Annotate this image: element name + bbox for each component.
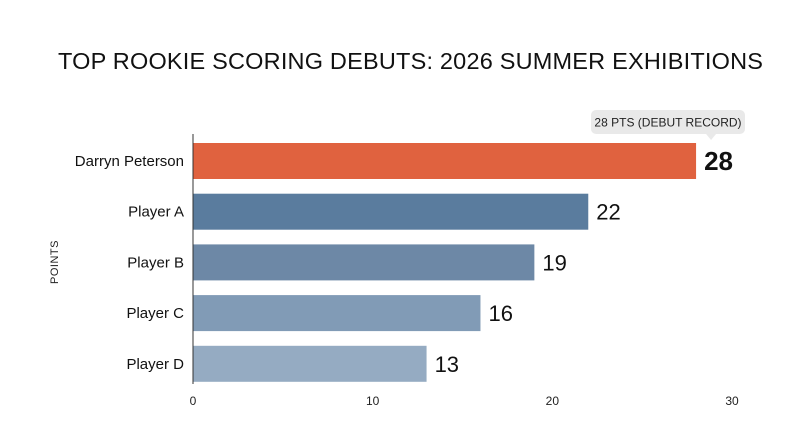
annotation-pointer [706, 134, 717, 140]
x-tick-label: 30 [725, 394, 739, 408]
bar-1 [193, 143, 697, 179]
annotation-text: 28 PTS (DEBUT RECORD) [594, 116, 741, 130]
bar-5 [193, 345, 427, 382]
annotation-box [591, 110, 745, 134]
chart-title: TOP ROOKIE SCORING DEBUTS: 2026 SUMMER E… [58, 48, 764, 74]
bar-2 [193, 193, 589, 230]
category-label: Darryn Peterson [75, 153, 184, 170]
value-label: 16 [488, 301, 512, 326]
category-label: Player C [126, 305, 184, 322]
x-tick-label: 0 [190, 394, 197, 408]
annotation-layer: 28 PTS (DEBUT RECORD) [591, 110, 745, 140]
value-label: 19 [542, 250, 566, 275]
category-label: Player A [128, 204, 184, 221]
bar-3 [193, 244, 535, 281]
category-label: Player B [127, 254, 184, 271]
bar-4 [193, 295, 481, 332]
axis-layer: POINTS 0 10 20 30 [49, 134, 739, 408]
x-tick-label: 20 [546, 394, 560, 408]
labels-layer: Darryn Peterson 28 Player A 22 Player B 19 Pla… [75, 146, 733, 377]
value-label: 22 [596, 200, 620, 225]
value-label: 28 [704, 146, 733, 176]
x-tick-label: 10 [366, 394, 380, 408]
bars-layer [193, 143, 697, 382]
value-label: 13 [435, 352, 459, 377]
y-axis-title: POINTS [49, 240, 61, 284]
category-label: Player D [126, 356, 184, 373]
